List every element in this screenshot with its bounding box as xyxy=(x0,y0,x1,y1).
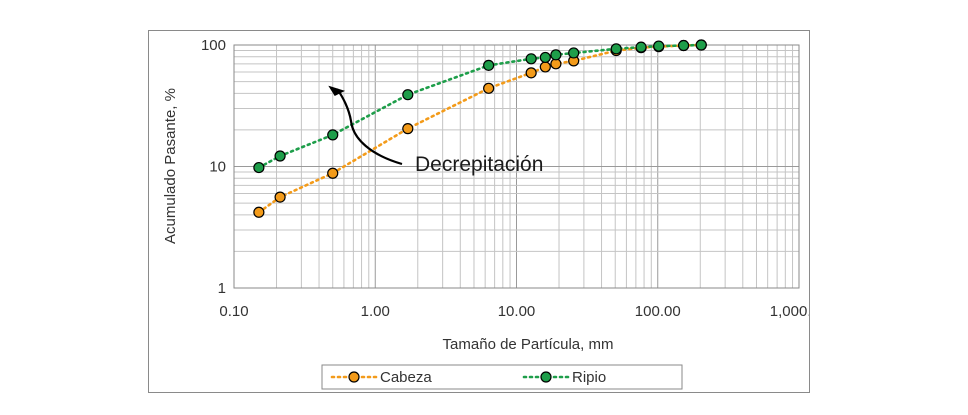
x-tick-label: 100.00 xyxy=(635,303,681,320)
annotation-arrowhead xyxy=(328,85,346,96)
x-tick-label: 1,000.00 xyxy=(770,303,809,320)
data-point xyxy=(327,129,339,141)
x-tick-label: 1.00 xyxy=(361,303,390,320)
series-line xyxy=(257,43,703,214)
data-point xyxy=(525,67,537,79)
legend-label: Ripio xyxy=(572,369,606,386)
data-point xyxy=(253,161,265,174)
data-point xyxy=(274,150,286,162)
data-point xyxy=(695,39,707,51)
x-tick-label: 10.00 xyxy=(498,303,536,320)
y-axis-label: Acumulado Pasante, % xyxy=(162,88,179,244)
legend: Cabeza Ripio xyxy=(321,364,683,390)
data-point xyxy=(402,123,414,135)
data-point xyxy=(253,206,265,218)
data-point xyxy=(677,39,690,52)
data-point xyxy=(635,41,647,53)
y-tick-label: 10 xyxy=(209,159,226,176)
axis-ticks: 0.10 1.00 10.00 100.00 1,000.00 1 10 100 xyxy=(201,37,828,320)
series-cabeza xyxy=(253,39,707,218)
data-point xyxy=(402,89,414,101)
data-point xyxy=(483,82,495,94)
legend-box xyxy=(321,364,683,390)
plot-grid xyxy=(234,45,799,288)
legend-marker xyxy=(348,371,360,383)
x-tick-label: 0.10 xyxy=(219,303,248,320)
data-point xyxy=(610,43,622,55)
legend-marker xyxy=(540,371,552,383)
annotation: Decrepitación xyxy=(328,85,543,176)
annotation-label: Decrepitación xyxy=(415,153,543,176)
data-point xyxy=(525,53,537,65)
data-point xyxy=(327,167,339,179)
legend-label: Cabeza xyxy=(380,369,432,386)
data-point xyxy=(550,49,562,61)
data-point xyxy=(483,59,495,71)
series-layer xyxy=(253,39,707,218)
y-tick-label: 1 xyxy=(218,280,226,297)
data-point xyxy=(568,47,580,59)
x-axis-label: Tamaño de Partícula, mm xyxy=(443,336,614,353)
data-point xyxy=(653,40,665,52)
chart-frame: 0.10 1.00 10.00 100.00 1,000.00 1 10 100 Decrep… xyxy=(148,30,828,393)
data-point xyxy=(274,191,286,203)
y-tick-label: 100 xyxy=(201,37,226,54)
series-ripio xyxy=(253,39,707,174)
annotation-arrow xyxy=(336,88,403,166)
grain-size-chart: 0.10 1.00 10.00 100.00 1,000.00 1 10 100 Decrep… xyxy=(162,37,828,390)
plot-area xyxy=(233,44,800,289)
data-point xyxy=(539,61,551,73)
data-point xyxy=(539,51,551,64)
